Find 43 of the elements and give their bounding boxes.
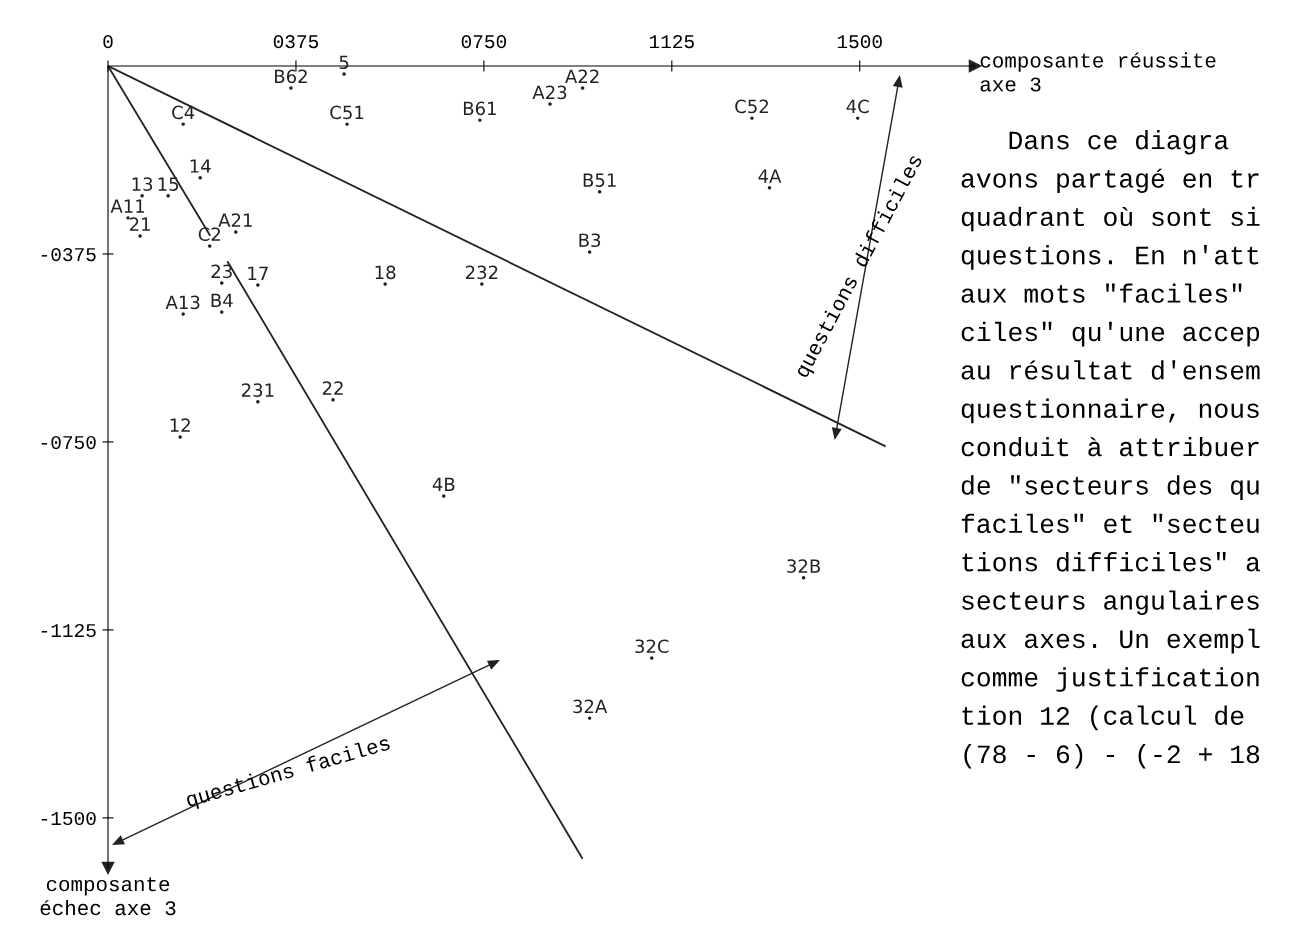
- series-label: 4B: [432, 477, 455, 491]
- x-tick-label: 1125: [649, 35, 694, 49]
- series-label: 22: [322, 381, 343, 395]
- series-label: 17: [248, 266, 268, 280]
- y-tick-label: -1500: [41, 811, 96, 826]
- x-tick-label: 1500: [837, 35, 882, 49]
- series-label: 32B: [787, 559, 821, 573]
- series-label: A22: [565, 69, 599, 83]
- series-label: 21: [129, 217, 150, 231]
- series-label: 18: [375, 265, 396, 280]
- series-label: C52: [735, 99, 768, 114]
- series-label: 23: [211, 264, 232, 279]
- y-tick-label: -0750: [41, 435, 96, 450]
- x-tick-label: 0375: [273, 35, 319, 49]
- series-label: B61: [463, 101, 496, 116]
- series-label: B4: [211, 293, 233, 307]
- series-label: C4: [172, 105, 195, 120]
- series-label: 12: [170, 418, 190, 432]
- text: Dans ce diagra avons partagé en tr quadrant où sont si questions. En n'att aux mots "faciles" ciles" qu'une accep au résultat d'ensem questionnaire, nous conduit à attribuer de "secteurs des qu faciles" et "secteu tions difficiles" a secteurs angulaires aux axes. Un exempl comme justification tion 12 (calcul de (78 - 6) - (-2 + 18: [961, 130, 1260, 769]
- series-label: C51: [330, 105, 364, 120]
- series-label: 13: [132, 177, 153, 191]
- x-tick-label: 0: [103, 35, 113, 49]
- series-label: 15: [158, 177, 179, 191]
- series-label: 232: [465, 265, 498, 280]
- series-label: A11: [110, 199, 145, 213]
- x-axis-title: composante réussite axe 3: [980, 52, 1216, 92]
- series-label: 14: [190, 159, 211, 173]
- y-axis-title: composante échec axe 3: [40, 877, 176, 916]
- series-label: B62: [275, 69, 307, 84]
- series-label: 231: [241, 383, 274, 397]
- series-label: 32A: [573, 699, 608, 714]
- series-label: C2: [198, 227, 220, 242]
- series-label: A21: [218, 213, 252, 227]
- x-tick-label: 0750: [461, 35, 507, 49]
- y-tick-label: -0375: [41, 248, 96, 262]
- series-label: A13: [165, 295, 200, 310]
- series-label: B3: [579, 233, 601, 248]
- series-label: B51: [583, 173, 616, 187]
- series-label: 4C: [846, 99, 869, 114]
- series-label: A23: [532, 85, 567, 100]
- series-label: 4A: [758, 169, 782, 183]
- y-tick-label: -1125: [41, 623, 96, 638]
- series-label: 32C: [635, 639, 669, 654]
